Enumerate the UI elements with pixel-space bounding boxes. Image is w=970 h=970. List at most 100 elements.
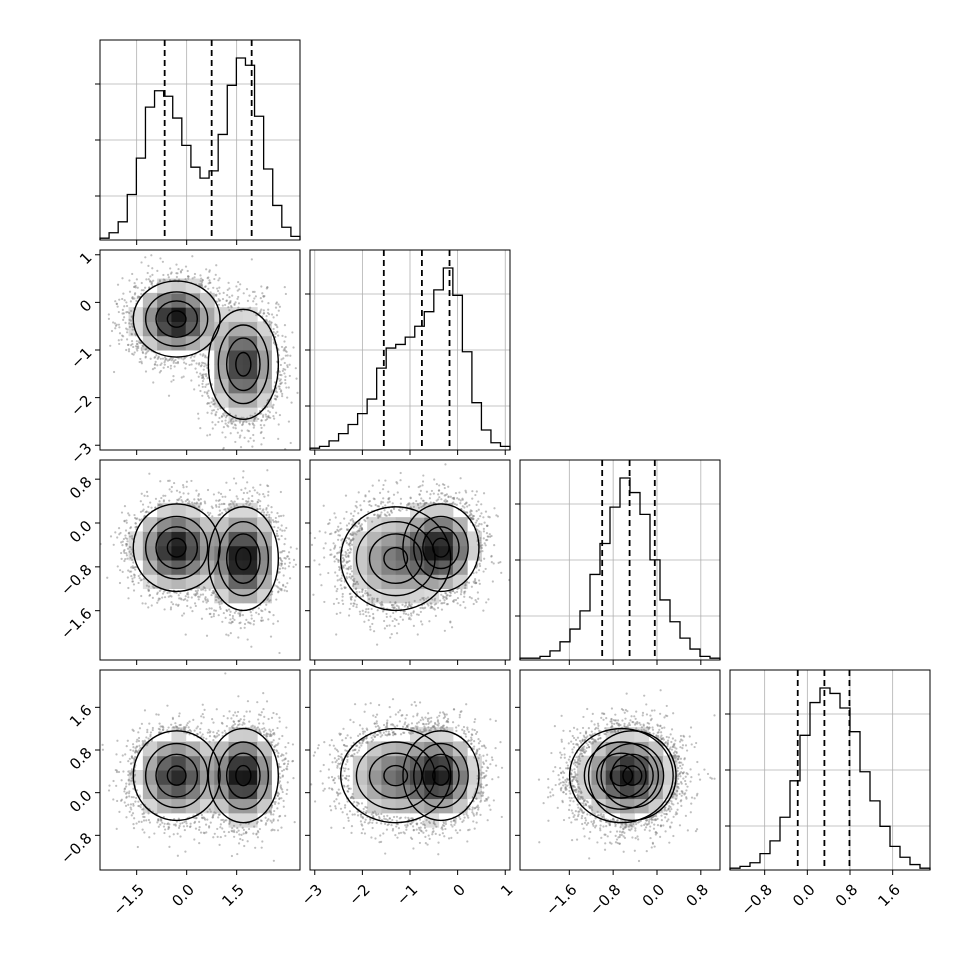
scatter-point: [480, 773, 483, 776]
scatter-point: [462, 813, 465, 816]
scatter-point: [479, 545, 482, 548]
scatter-point: [268, 728, 271, 731]
scatter-point: [218, 416, 221, 420]
scatter-point: [442, 724, 445, 727]
scatter-point: [350, 831, 353, 834]
scatter-point: [276, 586, 280, 589]
scatter-point: [212, 615, 215, 618]
scatter-point: [666, 739, 670, 742]
scatter-point: [653, 845, 656, 848]
scatter-point: [295, 547, 298, 550]
scatter-point: [477, 757, 480, 760]
scatter-point: [166, 273, 170, 276]
scatter-point: [388, 513, 391, 516]
scatter-point: [391, 619, 394, 623]
scatter-point: [592, 819, 596, 823]
scatter-point: [664, 830, 667, 833]
scatter-point: [259, 310, 262, 313]
scatter-point: [485, 759, 488, 762]
scatter-point: [602, 718, 605, 721]
scatter-point: [564, 792, 568, 796]
scatter-point: [472, 747, 475, 751]
contour-line: [355, 741, 436, 810]
scatter-point: [243, 718, 246, 721]
scatter-point: [602, 813, 605, 817]
scatter-point: [294, 563, 298, 566]
scatter-point: [379, 730, 382, 734]
scatter-point: [262, 707, 265, 711]
density-cell: [157, 755, 172, 771]
scatter-point: [680, 804, 683, 808]
scatter-point: [169, 367, 172, 370]
scatter-point: [620, 823, 624, 826]
scatter-point: [392, 815, 396, 819]
scatter-point: [228, 822, 231, 826]
contour-line: [596, 752, 647, 799]
density-cell: [662, 770, 678, 785]
scatter-point: [130, 548, 133, 551]
density-cell: [185, 784, 201, 800]
contour-line: [383, 546, 409, 571]
density-cell: [591, 798, 607, 814]
scatter-point: [609, 731, 613, 734]
scatter-point: [193, 729, 196, 732]
scatter-point: [618, 835, 621, 839]
scatter-point: [429, 501, 432, 504]
scatter-point: [126, 557, 129, 560]
scatter-point: [120, 557, 123, 560]
scatter-point: [473, 740, 476, 743]
scatter-point: [459, 593, 463, 596]
scatter-point: [214, 293, 217, 297]
scatter-point: [477, 500, 480, 503]
scatter-point: [125, 816, 128, 819]
scatter-point: [602, 825, 605, 828]
scatter-point: [134, 284, 137, 287]
scatter-point: [444, 463, 447, 466]
scatter-point: [358, 724, 362, 727]
density-cell: [171, 784, 187, 800]
scatter-point: [693, 797, 696, 800]
scatter-point: [167, 827, 170, 831]
density-cell: [185, 545, 201, 561]
scatter-point: [279, 776, 282, 779]
y-tick-label: −0.8: [57, 561, 95, 599]
scatter-point: [141, 509, 144, 513]
scatter-point: [259, 500, 262, 503]
scatter-point: [263, 424, 266, 427]
scatter-point: [279, 363, 282, 367]
scatter-point: [214, 595, 217, 599]
density-cell: [242, 798, 258, 814]
scatter-point: [683, 793, 686, 796]
scatter-point: [599, 814, 602, 817]
density-cell: [620, 755, 635, 771]
scatter-point: [448, 590, 452, 594]
scatter-point: [432, 821, 435, 825]
scatter-point: [200, 376, 204, 380]
density-cell: [228, 784, 244, 800]
scatter-point: [336, 766, 339, 769]
scatter-point: [243, 715, 246, 718]
scatter-point: [282, 574, 285, 577]
scatter-point: [267, 490, 270, 493]
scatter-point: [181, 500, 184, 503]
scatter-point: [151, 726, 154, 730]
scatter-point: [575, 838, 579, 841]
scatter-point: [444, 827, 447, 831]
scatter-point: [389, 715, 392, 718]
scatter-point: [562, 784, 565, 787]
scatter-point: [151, 368, 155, 371]
scatter-point: [133, 513, 136, 517]
scatter-point: [560, 753, 563, 756]
scatter-point: [581, 754, 584, 758]
scatter-point: [262, 733, 266, 736]
scatter-point: [634, 717, 637, 720]
scatter-point: [276, 750, 279, 753]
density-cell: [381, 574, 397, 590]
scatter-point: [224, 508, 227, 511]
scatter-point: [381, 610, 385, 613]
scatter-point: [473, 745, 476, 748]
scatter-point: [373, 735, 376, 739]
scatter-point: [150, 254, 153, 257]
scatter-point: [454, 492, 458, 495]
scatter-point: [663, 809, 666, 812]
